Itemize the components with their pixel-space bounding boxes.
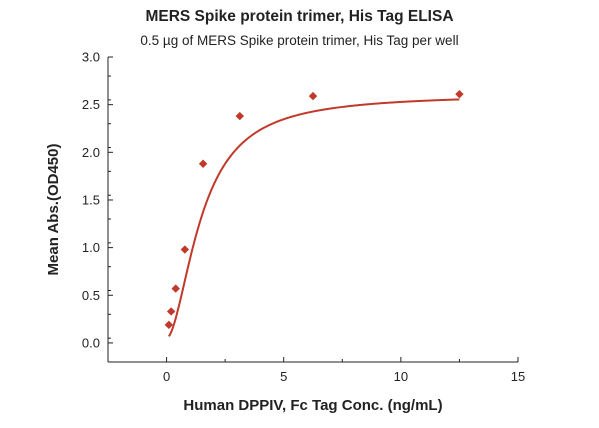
x-tick-label: 5 [280, 369, 287, 384]
chart-subtitle: 0.5 µg of MERS Spike protein trimer, His… [140, 33, 459, 48]
y-axis-title: Mean Abs.(OD450) [45, 144, 62, 276]
y-tick-label: 3.0 [82, 50, 100, 65]
data-point [455, 89, 464, 99]
axes: 0.0 0.5 1.0 1.5 2.0 2.5 3.0 0 5 10 15 [82, 50, 525, 385]
data-point [171, 284, 180, 293]
data-point [166, 307, 176, 316]
chart-title: MERS Spike protein trimer, His Tag ELISA [145, 8, 454, 25]
fit-curve [168, 98, 460, 337]
y-tick-label: 0.0 [82, 335, 100, 350]
data-point [164, 320, 174, 330]
fit-curve-group [168, 98, 460, 337]
y-tick-label: 2.0 [82, 145, 100, 160]
y-tick-label: 2.5 [82, 97, 100, 112]
y-tick-label: 1.5 [82, 192, 100, 207]
data-points [164, 89, 464, 330]
x-axis-title: Human DPPIV, Fc Tag Conc. (ng/mL) [183, 397, 442, 414]
x-tick-label: 0 [163, 369, 170, 384]
data-point [235, 111, 244, 121]
data-point [180, 245, 190, 254]
data-point [308, 91, 318, 101]
data-point [198, 159, 208, 168]
y-tick-label: 1.0 [82, 240, 100, 255]
x-tick-label: 10 [394, 369, 408, 384]
x-tick-label: 15 [511, 369, 525, 384]
y-tick-label: 0.5 [82, 288, 100, 303]
